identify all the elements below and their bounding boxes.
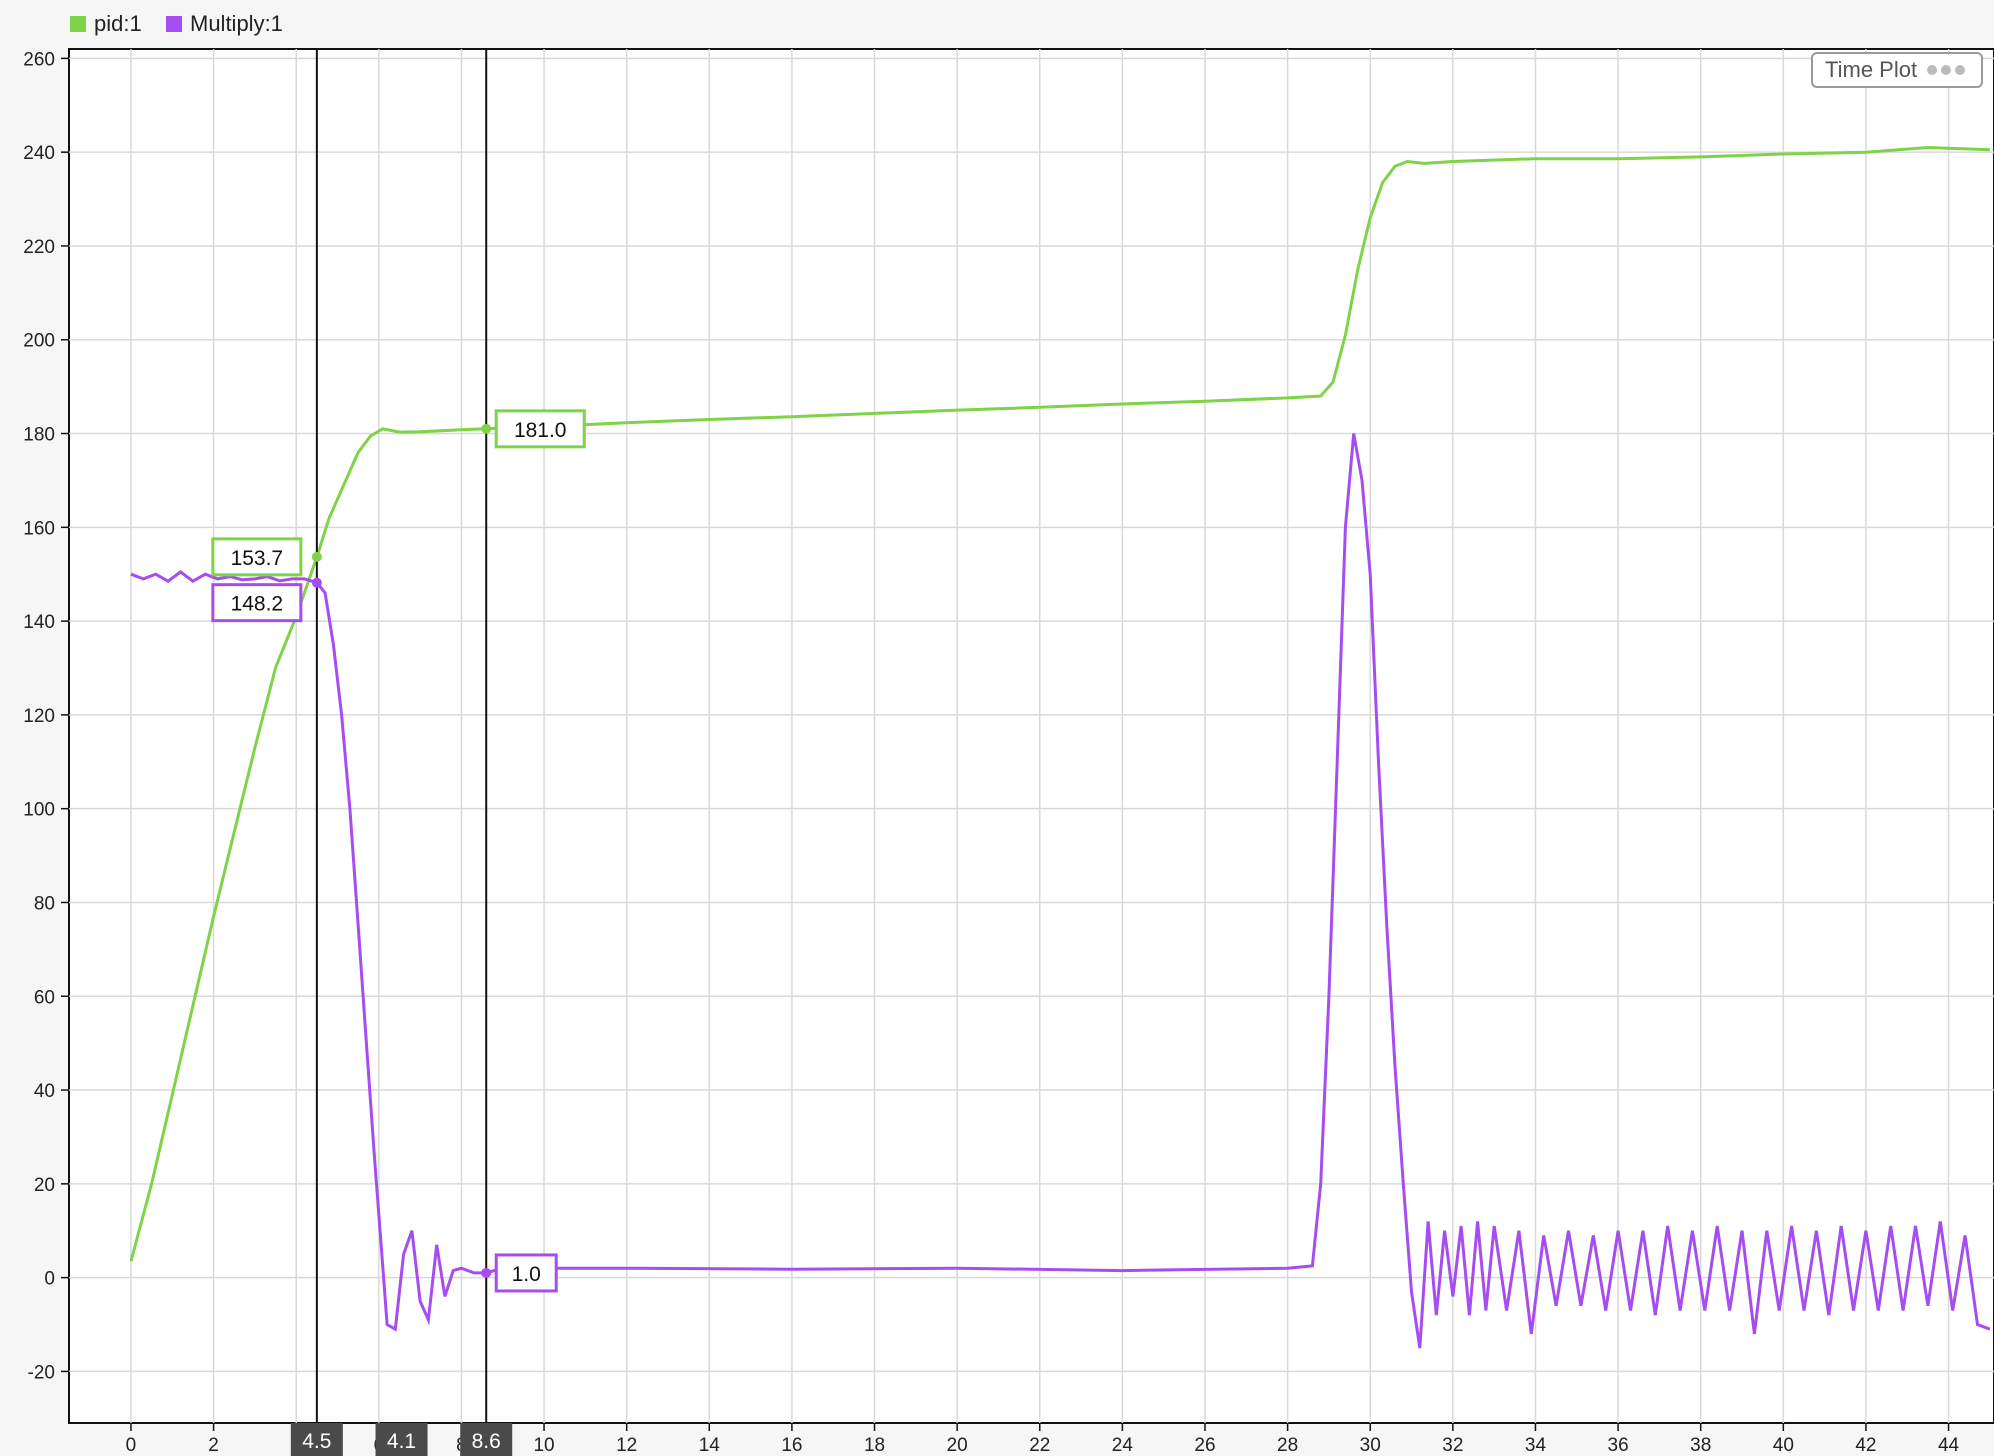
y-tick-label: 60 [34,987,55,1008]
value-label-text: 181.0 [514,419,567,442]
value-label-text: 148.2 [231,593,284,616]
y-tick-label: 0 [44,1269,55,1290]
x-tick-label: 10 [533,1435,554,1456]
plot-area [68,48,1994,1424]
x-tick-label: 24 [1112,1435,1134,1456]
cursor-time-badge[interactable] [460,1423,513,1456]
x-tick-label: 40 [1773,1435,1794,1456]
y-tick-label: 160 [23,518,55,539]
cursor-intersection-dot [481,1267,492,1278]
x-tick-label: 0 [126,1435,137,1456]
cursor-delta-badge [375,1423,428,1456]
value-label-box [494,1253,558,1293]
y-tick-label: 240 [23,143,55,164]
cursor-time-label: 8.6 [472,1430,501,1453]
x-tick-label: 28 [1277,1435,1298,1456]
value-label-box [211,537,303,577]
x-tick-label: 26 [1194,1435,1215,1456]
x-tick-label: 14 [699,1435,721,1456]
x-tick-label: 22 [1029,1435,1050,1456]
x-tick-label: 16 [781,1435,802,1456]
y-tick-label: 80 [34,893,55,914]
x-tick-label: 32 [1442,1435,1463,1456]
cursor-time-badge[interactable] [290,1423,343,1456]
y-tick-label: -20 [28,1362,55,1383]
cursor-intersection-dot [311,551,322,562]
series-line-multiply-1 [130,433,1991,1349]
y-tick-label: 220 [23,237,55,258]
cursor-lines[interactable]: 4.5 8.6 4.1 [290,49,513,1456]
y-axis: -20 0 20 40 60 80 100 120 140 160 180 200 220 240 260 [23,49,69,1383]
value-label-box [494,409,586,449]
time-plot-button[interactable]: Time Plot [1811,52,1983,88]
legend-label-multiply: Multiply:1 [190,11,283,36]
x-tick-label: 18 [864,1435,885,1456]
x-tick-label: 42 [1855,1435,1876,1456]
legend-label-pid: pid:1 [94,11,142,36]
cursor-time-label: 4.5 [302,1430,331,1453]
y-tick-label: 120 [23,706,55,727]
y-tick-label: 180 [23,425,55,446]
y-tick-label: 100 [23,800,55,821]
legend-swatch-pid [70,16,86,32]
y-tick-label: 200 [23,331,55,352]
cursor-intersection-dot [481,423,492,434]
legend-item-pid[interactable]: pid:1 [70,10,142,38]
legend: pid:1 Multiply:1 [0,0,1994,48]
x-tick-label: 2 [208,1435,219,1456]
value-label-text: 153.7 [231,547,284,570]
x-tick-label: 20 [947,1435,968,1456]
y-tick-label: 40 [34,1081,55,1102]
x-tick-label: 12 [616,1435,637,1456]
y-tick-label: 260 [23,49,55,70]
y-tick-label: 140 [23,612,55,633]
x-tick-label: 36 [1608,1435,1629,1456]
x-tick-label: 34 [1525,1435,1547,1456]
grid-lines [69,49,1994,1423]
series-line-pid-1 [129,145,1990,1262]
x-tick-label: 38 [1690,1435,1711,1456]
y-tick-label: 20 [34,1175,55,1196]
more-dots-icon [1927,65,1966,75]
legend-swatch-multiply [166,16,182,32]
value-label-box [211,583,303,623]
cursor-intersection-dot [311,577,322,588]
value-label-text: 1.0 [512,1263,541,1286]
x-tick-label: 44 [1938,1435,1960,1456]
time-plot-label: Time Plot [1825,57,1918,82]
value-labels: 153.7 148.2 181.0 1.0 [211,409,586,1293]
series-lines [129,145,1991,1349]
x-axis: 0246810121416182022242628303234363840424… [126,1423,1960,1456]
cursor-delta-label: 4.1 [387,1430,416,1453]
x-tick-label: 30 [1360,1435,1381,1456]
legend-item-multiply[interactable]: Multiply:1 [166,10,283,38]
